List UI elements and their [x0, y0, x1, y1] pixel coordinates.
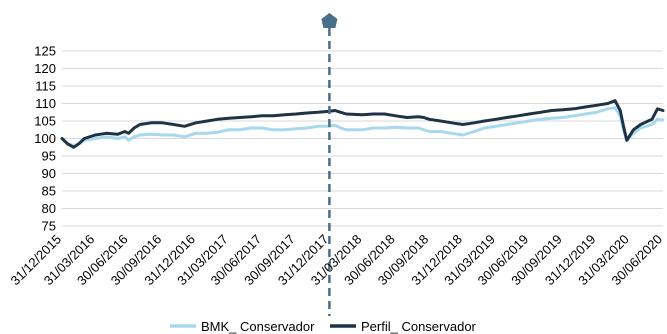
y-tick-label: 105 [34, 114, 56, 129]
y-tick-label: 100 [34, 131, 56, 146]
legend-label: Perfil_ Conservador [361, 319, 477, 334]
marker-layer [321, 13, 338, 316]
marker-head [321, 13, 338, 28]
y-axis: 75 80 85 90 95 100 105 110 115 120 125 [34, 44, 56, 234]
y-tick-label: 85 [42, 184, 56, 199]
series-line-bmk-conservador [60, 106, 665, 147]
series-layer [60, 99, 665, 149]
gridlines [62, 50, 663, 227]
y-tick-label: 115 [35, 79, 56, 94]
y-tick-label: 80 [42, 201, 56, 216]
series-line-perfil-conservador [60, 99, 665, 149]
y-tick-label: 90 [42, 166, 56, 181]
legend: BMK_ Conservador Perfil_ Conservador [170, 319, 477, 334]
x-axis: 31/12/201531/03/201630/06/201630/09/2016… [7, 232, 665, 289]
y-tick-label: 95 [42, 149, 56, 164]
legend-label: BMK_ Conservador [201, 319, 315, 334]
y-tick-label: 125 [34, 44, 56, 59]
y-tick-label: 110 [35, 96, 56, 111]
y-tick-label: 75 [42, 219, 56, 234]
y-tick-label: 120 [34, 61, 56, 76]
